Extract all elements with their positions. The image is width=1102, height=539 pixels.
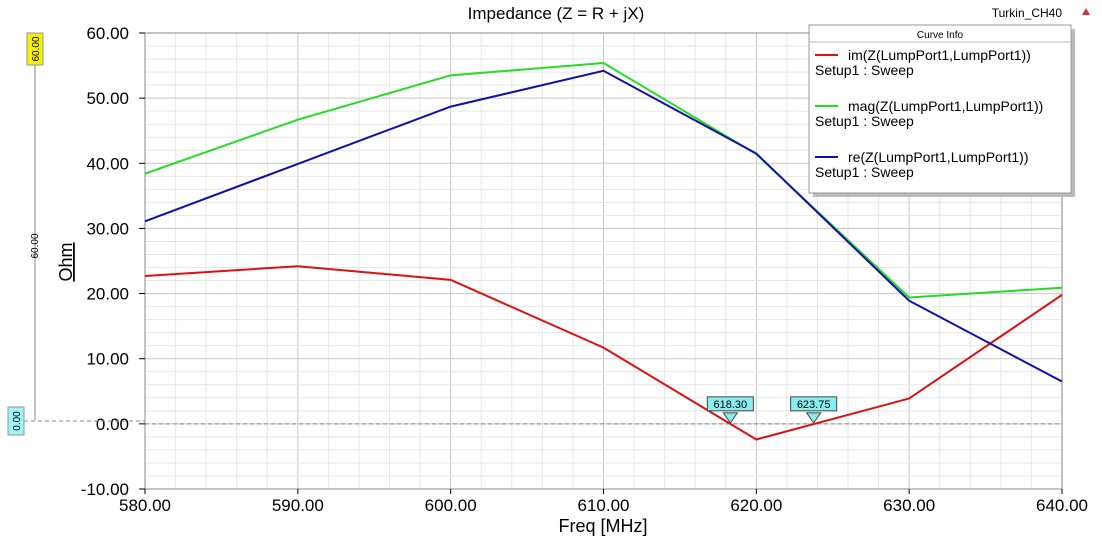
x-tick-label: 590.00 <box>272 496 324 515</box>
x-tick-label: 640.00 <box>1036 496 1088 515</box>
x-tick-label: 630.00 <box>883 496 935 515</box>
markers[interactable]: 618.30 623.75 <box>706 396 838 424</box>
left-scale[interactable]: 60.00 60.00 0.00 <box>7 32 145 436</box>
y-axis-ticks: 60.00 50.00 40.00 30.00 20.00 10.00 0.00 -10.00 <box>81 24 145 499</box>
legend[interactable]: Curve Info im(Z(LumpPort1,LumpPort1))Set… <box>808 24 1075 197</box>
marker-pointer[interactable] <box>722 412 739 424</box>
scale-top-label: 60.00 <box>31 36 42 61</box>
x-tick-label: 600.00 <box>425 496 477 515</box>
marker-label-box[interactable] <box>706 396 754 412</box>
marker-label: 618.30 <box>714 399 748 411</box>
y-tick-label: 60.00 <box>86 24 129 43</box>
chart-title: Impedance (Z = R + jX) <box>468 4 645 23</box>
design-name: Turkin_CH40 <box>992 6 1063 20</box>
legend-series-name: im(Z(LumpPort1,LumpPort1)) <box>848 47 1031 63</box>
legend-series-name: mag(Z(LumpPort1,LumpPort1)) <box>848 98 1043 114</box>
scale-bottom-label: 0.00 <box>12 411 23 431</box>
legend-series-setup: Setup1 : Sweep <box>815 113 914 129</box>
legend-series-setup: Setup1 : Sweep <box>815 164 914 180</box>
corner-triangle-icon[interactable] <box>1082 8 1090 15</box>
scale-top-badge[interactable] <box>26 32 44 66</box>
y-tick-label: 10.00 <box>86 350 129 369</box>
legend-title: Curve Info <box>917 30 964 41</box>
marker-pointer[interactable] <box>805 412 822 424</box>
y-tick-label: 50.00 <box>86 89 129 108</box>
scale-range-label: 60.00 <box>30 233 41 258</box>
legend-box[interactable] <box>808 24 1072 194</box>
y-tick-label: 0.00 <box>96 415 129 434</box>
y-axis-title: Ohm <box>56 242 76 281</box>
x-tick-label: 580.00 <box>119 496 171 515</box>
legend-series-setup: Setup1 : Sweep <box>815 62 914 78</box>
legend-series-name: re(Z(LumpPort1,LumpPort1)) <box>848 149 1029 165</box>
marker-label: 623.75 <box>797 399 831 411</box>
x-tick-label: 610.00 <box>578 496 630 515</box>
marker-label-box[interactable] <box>790 396 838 412</box>
series-lines <box>144 61 1063 441</box>
y-tick-label: -10.00 <box>81 480 129 499</box>
y-tick-label: 40.00 <box>86 154 129 173</box>
x-axis-ticks: 580.00 590.00 600.00 610.00 620.00 630.00 640.… <box>119 489 1088 515</box>
x-axis-title: Freq [MHz] <box>558 516 647 536</box>
y-tick-label: 30.00 <box>86 219 129 238</box>
x-tick-label: 620.00 <box>730 496 782 515</box>
y-tick-label: 20.00 <box>86 285 129 304</box>
